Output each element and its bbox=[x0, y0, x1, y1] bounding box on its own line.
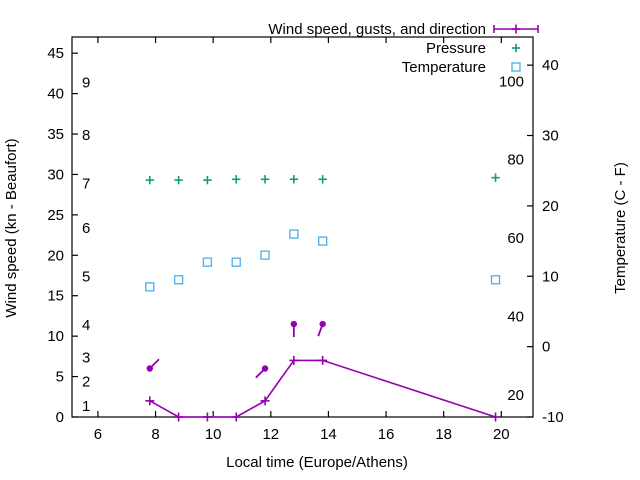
gust-marker bbox=[319, 320, 326, 328]
gust-marker bbox=[261, 365, 269, 372]
x-tick-label: 18 bbox=[435, 426, 452, 443]
y-tick-label: 30 bbox=[47, 166, 64, 183]
legend-label: Pressure bbox=[426, 40, 486, 57]
beaufort-label: 8 bbox=[82, 127, 90, 144]
y2-tick-label: 30 bbox=[542, 128, 559, 145]
series-wind-speed bbox=[145, 355, 501, 422]
y-tick-label: 15 bbox=[47, 288, 64, 305]
y2-tick-label: 10 bbox=[542, 268, 559, 285]
y2-tick-label: -10 bbox=[542, 409, 564, 426]
beaufort-label: 3 bbox=[82, 349, 90, 366]
y-tick-label: 0 bbox=[56, 409, 64, 426]
legend-label: Temperature bbox=[402, 59, 486, 76]
x-axis-ticks: 6 8 10 12 14 16 18 20 bbox=[94, 37, 510, 443]
x-tick-label: 14 bbox=[320, 426, 337, 443]
wind-speed-line bbox=[149, 359, 496, 418]
fahrenheit-label: 40 bbox=[507, 309, 524, 326]
x-tick-label: 12 bbox=[262, 426, 279, 443]
y-tick-label: 10 bbox=[47, 328, 64, 345]
x-tick-label: 10 bbox=[205, 426, 222, 443]
x-tick-label: 20 bbox=[493, 426, 510, 443]
fahrenheit-label: 20 bbox=[507, 387, 524, 404]
beaufort-label: 2 bbox=[82, 374, 90, 391]
plot-frame bbox=[71, 36, 534, 418]
y2-tick-label: 0 bbox=[542, 339, 550, 356]
y2-tick-label: 20 bbox=[542, 198, 559, 215]
y-axis-title: Wind speed (kn - Beaufort) bbox=[3, 138, 20, 317]
y-axis-beaufort-labels: 1 2 3 4 5 6 7 8 9 bbox=[82, 74, 90, 414]
y-tick-label: 35 bbox=[47, 126, 64, 143]
beaufort-label: 6 bbox=[82, 220, 90, 237]
plot-border bbox=[71, 36, 534, 418]
y-tick-label: 20 bbox=[47, 247, 64, 264]
temperature-point bbox=[202, 257, 213, 267]
x-axis-title: Local time (Europe/Athens) bbox=[226, 454, 408, 471]
gust-marker bbox=[290, 320, 298, 328]
beaufort-label: 5 bbox=[82, 269, 90, 286]
y-tick-label: 40 bbox=[47, 86, 64, 103]
temperature-point bbox=[289, 229, 299, 239]
gust-marker bbox=[146, 365, 153, 372]
temperature-point bbox=[145, 282, 155, 292]
temperature-point bbox=[260, 250, 270, 260]
fahrenheit-label: 100 bbox=[499, 74, 524, 91]
beaufort-label: 1 bbox=[82, 398, 90, 415]
y2-tick-label: 40 bbox=[542, 57, 559, 74]
fahrenheit-label: 80 bbox=[507, 152, 524, 169]
temperature-point bbox=[490, 275, 501, 285]
legend-label: Wind speed, gusts, and direction bbox=[268, 21, 486, 38]
beaufort-label: 4 bbox=[82, 317, 90, 334]
y2-axis-title: Temperature (C - F) bbox=[612, 162, 629, 294]
series-gusts-direction bbox=[146, 320, 326, 379]
series-pressure bbox=[145, 173, 500, 185]
temperature-point bbox=[231, 257, 241, 267]
y-axis-ticks-knots: 0 5 10 15 20 25 30 35 40 45 bbox=[47, 45, 78, 426]
y-tick-label: 5 bbox=[56, 369, 64, 386]
fahrenheit-label: 60 bbox=[507, 230, 524, 247]
y-tick-label: 25 bbox=[47, 207, 64, 224]
temperature-point bbox=[317, 236, 328, 246]
temperature-point bbox=[173, 275, 184, 285]
series-temperature bbox=[145, 229, 501, 292]
x-tick-label: 8 bbox=[151, 426, 159, 443]
legend-swatch-temperature bbox=[511, 62, 521, 72]
beaufort-label: 7 bbox=[82, 176, 90, 193]
beaufort-label: 9 bbox=[82, 74, 90, 91]
y2-axis-fahrenheit-labels: 20 40 60 80 100 bbox=[499, 74, 524, 404]
x-tick-label: 6 bbox=[94, 426, 102, 443]
y2-axis-ticks-celsius: -10 0 10 20 30 40 bbox=[527, 57, 564, 426]
y-tick-label: 45 bbox=[47, 45, 64, 62]
x-tick-label: 16 bbox=[378, 426, 395, 443]
chart-legend: Wind speed, gusts, and direction Pressure… bbox=[268, 21, 539, 76]
